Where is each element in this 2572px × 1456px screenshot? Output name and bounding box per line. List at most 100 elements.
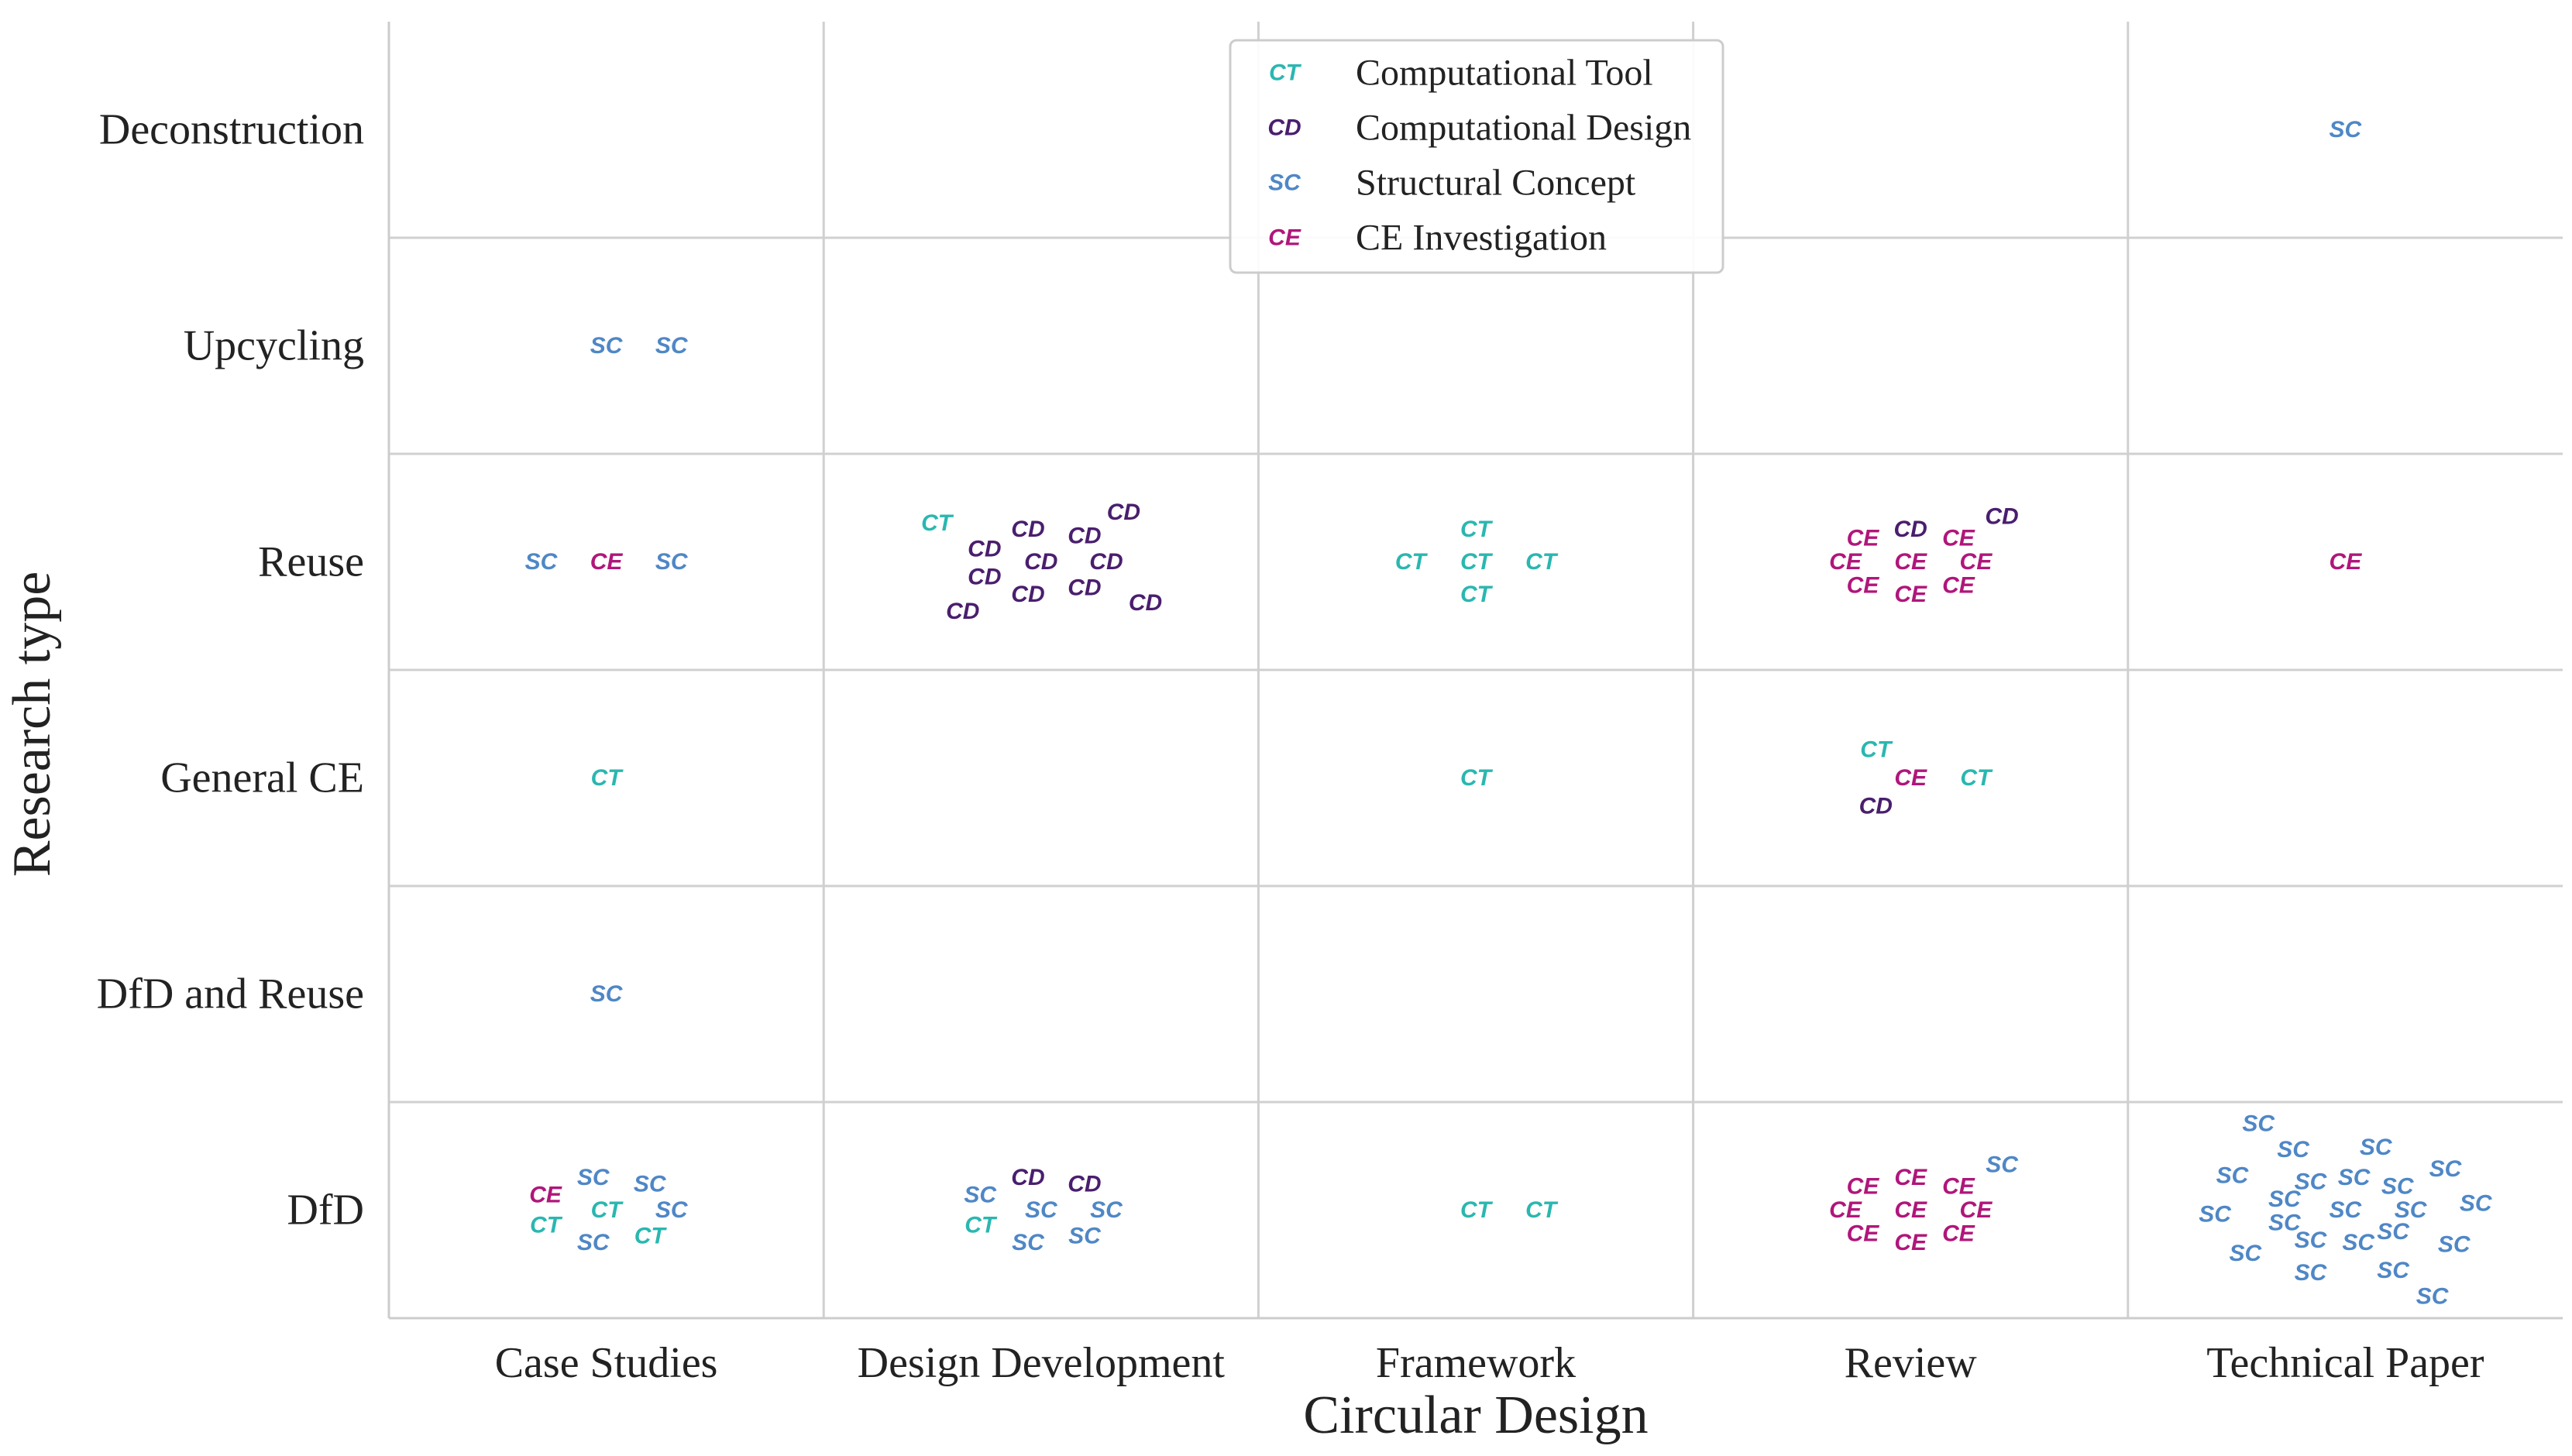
data-point-sc: SC <box>2342 1230 2375 1255</box>
data-point-cd: CD <box>1107 500 1140 525</box>
data-point-ct: CT <box>1460 517 1494 542</box>
data-point-cd: CD <box>1068 524 1101 549</box>
data-point-sc: SC <box>2268 1210 2302 1236</box>
data-point-ct: CT <box>1525 1197 1559 1223</box>
data-point-sc: SC <box>2229 1241 2262 1266</box>
data-point-ce: CE <box>1847 573 1880 599</box>
data-point-sc: SC <box>2330 1197 2363 1223</box>
data-point-sc: SC <box>2295 1260 2328 1286</box>
x-tick-label: Review <box>1845 1339 1978 1387</box>
legend-label: Computational Tool <box>1356 53 1653 94</box>
data-point-ct: CT <box>1460 765 1494 791</box>
data-point-cd: CD <box>968 536 1001 561</box>
data-point-ct: CT <box>634 1223 668 1248</box>
data-point-sc: SC <box>2199 1202 2232 1228</box>
legend-marker-cd: CD <box>1267 115 1301 141</box>
legend-label: Computational Design <box>1356 108 1691 149</box>
data-point-ce: CE <box>529 1182 562 1207</box>
data-point-ct: CT <box>1460 549 1494 575</box>
data-point-sc: SC <box>655 1197 689 1223</box>
data-point-ct: CT <box>591 1197 624 1223</box>
data-point-ce: CE <box>1942 573 1975 599</box>
data-point-cd: CD <box>946 599 979 624</box>
data-point-cd: CD <box>1985 503 2018 529</box>
x-tick-label: Technical Paper <box>2206 1339 2484 1387</box>
data-point-sc: SC <box>655 333 689 359</box>
data-point-ce: CE <box>1847 525 1880 551</box>
y-tick-label: Reuse <box>258 538 364 586</box>
tick-labels: Case Studies Design Development Framework R… <box>97 106 2484 1388</box>
data-point-sc: SC <box>1012 1230 1045 1255</box>
data-point-sc: SC <box>2360 1135 2393 1160</box>
data-point-sc: SC <box>2381 1173 2415 1199</box>
data-point-ce: CE <box>2330 549 2363 575</box>
data-point-ct: CT <box>1460 1197 1494 1223</box>
data-point-sc: SC <box>964 1182 997 1207</box>
data-point-sc: SC <box>2338 1165 2371 1190</box>
data-point-ce: CE <box>1942 1221 1975 1247</box>
data-point-cd: CD <box>1129 590 1162 616</box>
data-point-ct: CT <box>964 1213 998 1238</box>
data-point-ct: CT <box>1960 765 1993 791</box>
data-point-sc: SC <box>2277 1137 2310 1162</box>
legend-marker-ce: CE <box>1268 225 1301 251</box>
data-point-ce: CE <box>1829 549 1862 575</box>
data-point-ce: CE <box>1847 1221 1880 1247</box>
data-point-sc: SC <box>2395 1197 2428 1223</box>
data-point-cd: CD <box>1859 793 1893 819</box>
data-point-ct: CT <box>1460 582 1494 607</box>
data-point-sc: SC <box>2268 1186 2302 1212</box>
y-tick-label: Deconstruction <box>99 106 364 154</box>
data-point-ce: CE <box>1894 582 1927 607</box>
legend-label: CE Investigation <box>1356 218 1607 259</box>
data-point-ce: CE <box>1847 1173 1880 1199</box>
legend-label: Structural Concept <box>1356 163 1636 204</box>
data-point-sc: SC <box>1025 1197 1058 1223</box>
data-point-ct: CT <box>1395 549 1429 575</box>
data-point-cd: CD <box>968 565 1001 590</box>
data-point-ct: CT <box>921 510 954 536</box>
data-point-ce: CE <box>1942 1173 1975 1199</box>
axes <box>387 22 2563 1320</box>
data-point-ce: CE <box>1829 1197 1862 1223</box>
data-point-cd: CD <box>1011 517 1044 542</box>
data-point-sc: SC <box>590 981 624 1007</box>
data-point-ce: CE <box>1960 549 1993 575</box>
y-axis-label: Research type <box>2 572 62 877</box>
data-point-cd: CD <box>1068 1172 1101 1197</box>
data-point-sc: SC <box>2330 117 2363 143</box>
x-tick-label: Framework <box>1376 1339 1576 1387</box>
data-point-sc: SC <box>2377 1258 2410 1283</box>
y-tick-label: DfD and Reuse <box>97 970 364 1018</box>
data-point-ct: CT <box>591 765 624 791</box>
data-point-sc: SC <box>2429 1156 2463 1182</box>
legend-marker-ct: CT <box>1269 60 1302 86</box>
data-point-sc: SC <box>634 1172 667 1197</box>
data-point-ce: CE <box>1894 549 1927 575</box>
data-point-ce: CE <box>1894 765 1927 791</box>
data-point-sc: SC <box>2295 1228 2328 1253</box>
data-point-ce: CE <box>1942 525 1975 551</box>
data-point-sc: SC <box>2242 1111 2275 1136</box>
data-point-sc: SC <box>1986 1152 2019 1177</box>
y-tick-label: Upcycling <box>184 322 364 370</box>
data-point-ce: CE <box>1894 1165 1927 1190</box>
data-point-ce: CE <box>1960 1197 1993 1223</box>
data-point-sc: SC <box>525 549 559 575</box>
data-point-sc: SC <box>1090 1197 1123 1223</box>
data-point-sc: SC <box>2460 1191 2493 1217</box>
data-point-sc: SC <box>577 1165 610 1190</box>
data-point-sc: SC <box>2438 1232 2471 1258</box>
data-point-cd: CD <box>1089 549 1123 575</box>
data-point-ct: CT <box>1525 549 1559 575</box>
legend: CT Computational Tool CD Computational Desi… <box>1229 39 1724 274</box>
data-point-sc: SC <box>577 1230 610 1255</box>
data-point-sc: SC <box>2377 1219 2410 1245</box>
data-point-cd: CD <box>1011 582 1044 607</box>
x-tick-label: Case Studies <box>495 1339 718 1387</box>
data-point-sc: SC <box>1068 1223 1102 1248</box>
y-tick-label: General CE <box>160 754 364 802</box>
data-point-sc: SC <box>2216 1162 2250 1188</box>
data-point-ce: CE <box>590 549 624 575</box>
